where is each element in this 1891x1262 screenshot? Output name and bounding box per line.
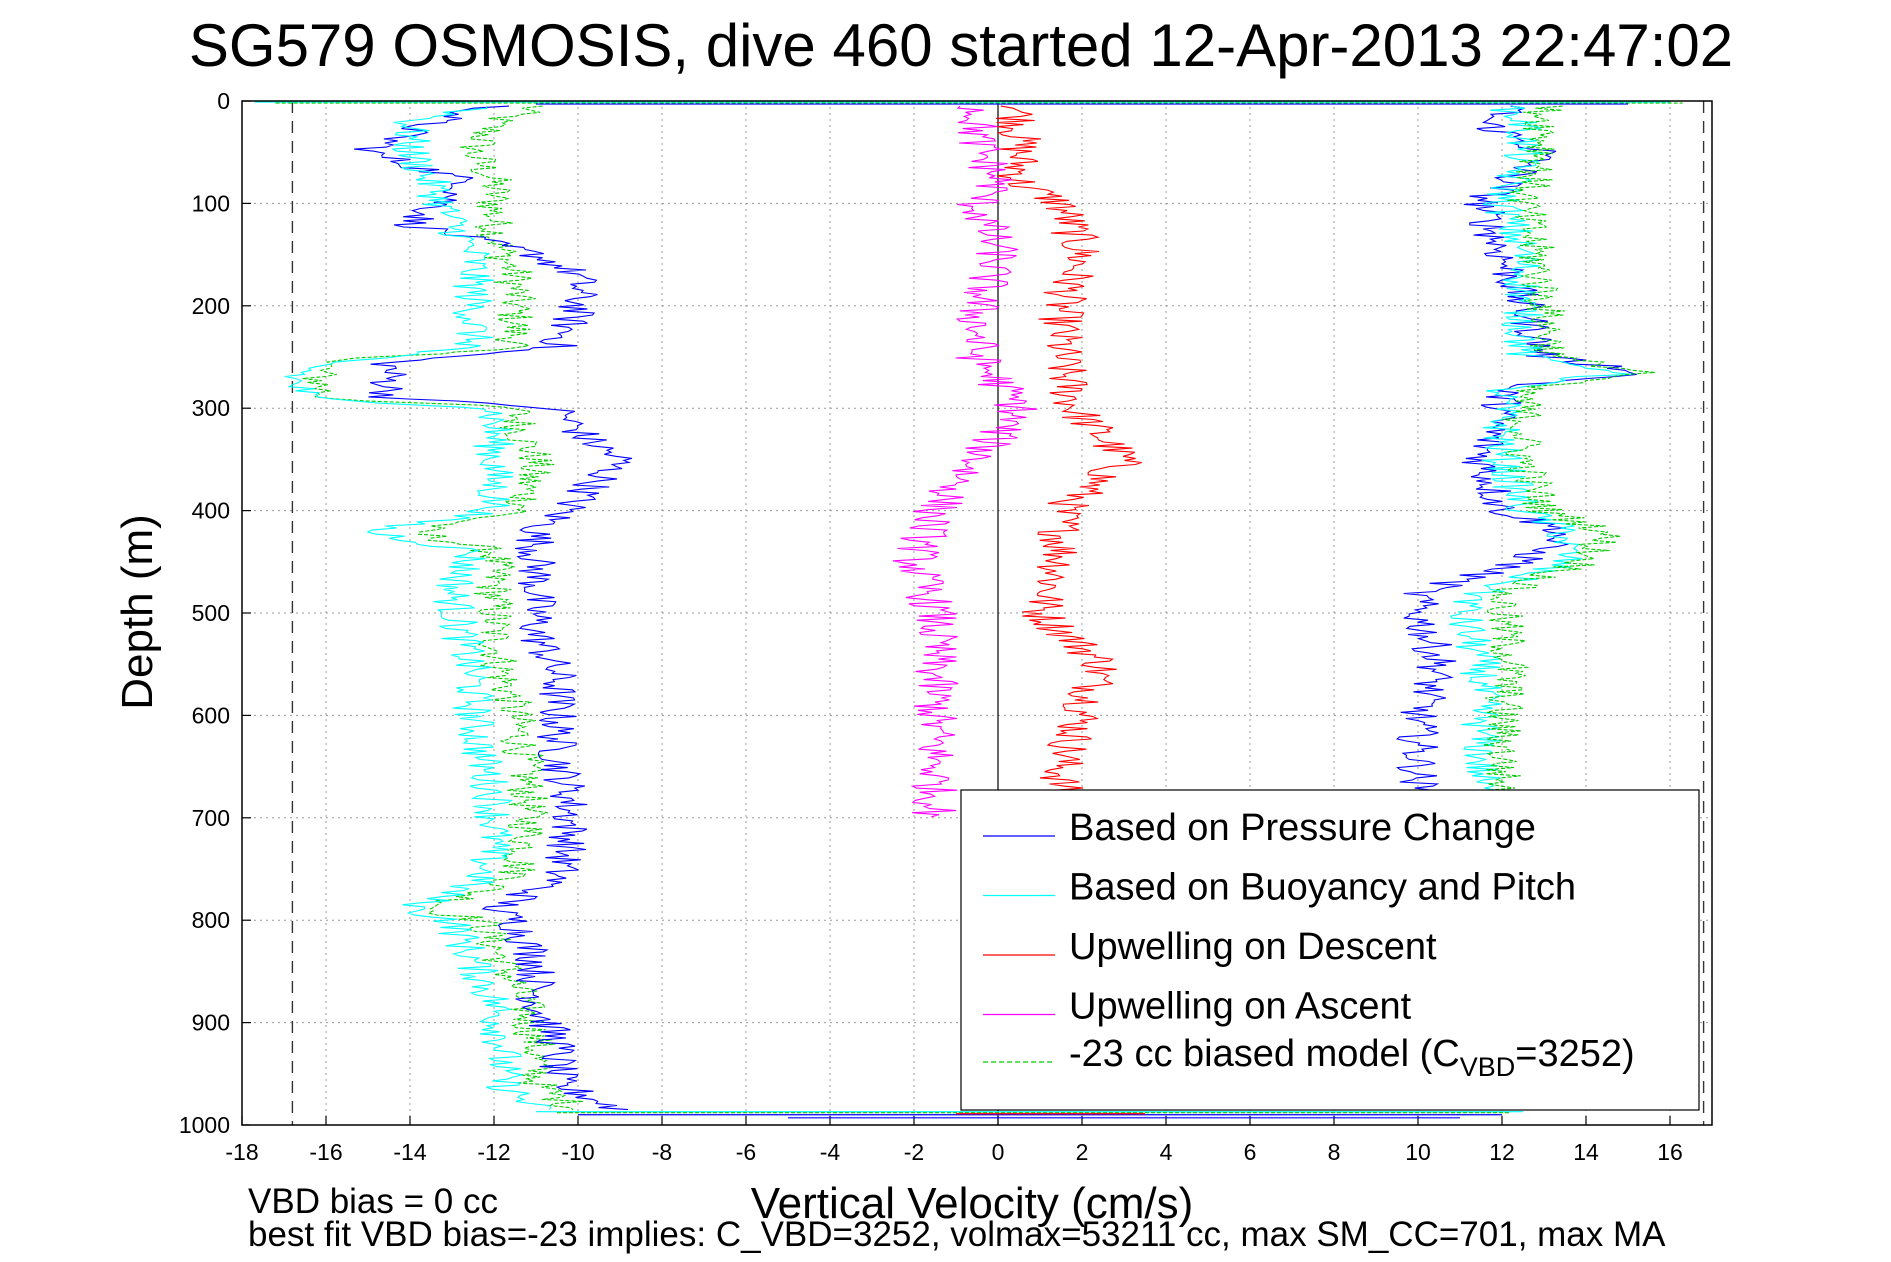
series-line-ascent-6 xyxy=(1448,105,1632,797)
x-tick-label: 14 xyxy=(1573,1139,1599,1165)
legend-items: Based on Pressure Change Based on Buoyanc… xyxy=(983,807,1635,1082)
x-tick-label: -16 xyxy=(309,1139,342,1165)
series-line-ascent-7 xyxy=(1483,105,1656,797)
x-tick-label: 16 xyxy=(1657,1139,1683,1165)
x-tick-label: 10 xyxy=(1405,1139,1431,1165)
y-tick-label: 400 xyxy=(192,498,230,524)
legend-label-0: Based on Pressure Change xyxy=(1069,807,1536,849)
legend-label-4: -23 cc biased model (CVBD=3252) xyxy=(1069,1033,1635,1082)
y-tick-labels: 0 100 200 300 400 500 600 700 800 900 1000 xyxy=(179,88,230,1138)
x-tick-label: 2 xyxy=(1076,1139,1089,1165)
x-tick-label: 0 xyxy=(992,1139,1005,1165)
plot-frame xyxy=(241,100,1713,1126)
series-layer xyxy=(284,105,1656,1111)
legend: Based on Pressure Change Based on Buoyanc… xyxy=(960,789,1700,1111)
legend-label-suffix: =3252) xyxy=(1515,1033,1634,1075)
x-tick-label: 8 xyxy=(1328,1139,1341,1165)
series-line-center-3 xyxy=(996,105,1142,808)
x-tick-label: -14 xyxy=(393,1139,426,1165)
y-tick-label: 900 xyxy=(192,1010,230,1036)
y-tick-label: 500 xyxy=(192,600,230,626)
x-axis-label: Vertical Velocity (cm/s) xyxy=(751,1179,1194,1228)
x-tick-label: -12 xyxy=(477,1139,510,1165)
y-tick-label: 300 xyxy=(192,395,230,421)
x-tick-label: -8 xyxy=(652,1139,672,1165)
footer-line-2: best fit VBD bias=-23 implies: C_VBD=325… xyxy=(248,1215,1666,1254)
series-line-descent-0 xyxy=(354,105,633,1111)
legend-label-1: Based on Buoyancy and Pitch xyxy=(1069,867,1576,909)
x-tick-label: 6 xyxy=(1244,1139,1257,1165)
series-line-descent-2 xyxy=(302,105,584,1111)
y-tick-label: 100 xyxy=(192,190,230,216)
x-tick-label: -4 xyxy=(820,1139,841,1165)
y-tick-label: 0 xyxy=(217,88,230,114)
y-axis-label: Depth (m) xyxy=(113,514,162,710)
y-tick-label: 1000 xyxy=(179,1112,230,1138)
legend-label-2: Upwelling on Descent xyxy=(1069,926,1437,968)
x-tick-label: -2 xyxy=(904,1139,924,1165)
legend-box xyxy=(960,789,1700,1111)
legend-label-3: Upwelling on Ascent xyxy=(1069,986,1412,1028)
series-line-center-4 xyxy=(892,105,1038,818)
x-tick-label: 12 xyxy=(1489,1139,1515,1165)
y-tick-label: 800 xyxy=(192,907,230,933)
series-line-ascent-5 xyxy=(1395,105,1637,797)
x-tick-labels: -18 -16 -14 -12 -10 -8 -6 -4 -2 0 2 4 6 8 10 12 14 16 xyxy=(225,1139,1682,1165)
x-tick-label: 4 xyxy=(1160,1139,1173,1165)
legend-label-subscript: VBD xyxy=(1460,1052,1516,1082)
x-tick-label: -6 xyxy=(736,1139,756,1165)
y-tick-label: 600 xyxy=(192,702,230,728)
x-tick-label: -18 xyxy=(225,1139,258,1165)
chart-title: SG579 OSMOSIS, dive 460 started 12-Apr-2… xyxy=(189,12,1733,79)
legend-label-prefix: -23 cc biased model (C xyxy=(1069,1033,1460,1075)
y-tick-label: 200 xyxy=(192,293,230,319)
x-tick-label: -10 xyxy=(561,1139,594,1165)
footer-line-1: VBD bias = 0 cc xyxy=(248,1182,498,1221)
y-tick-label: 700 xyxy=(192,805,230,831)
series-line-descent-1 xyxy=(284,106,552,1110)
bottom-turn-spikes xyxy=(254,101,1683,1119)
